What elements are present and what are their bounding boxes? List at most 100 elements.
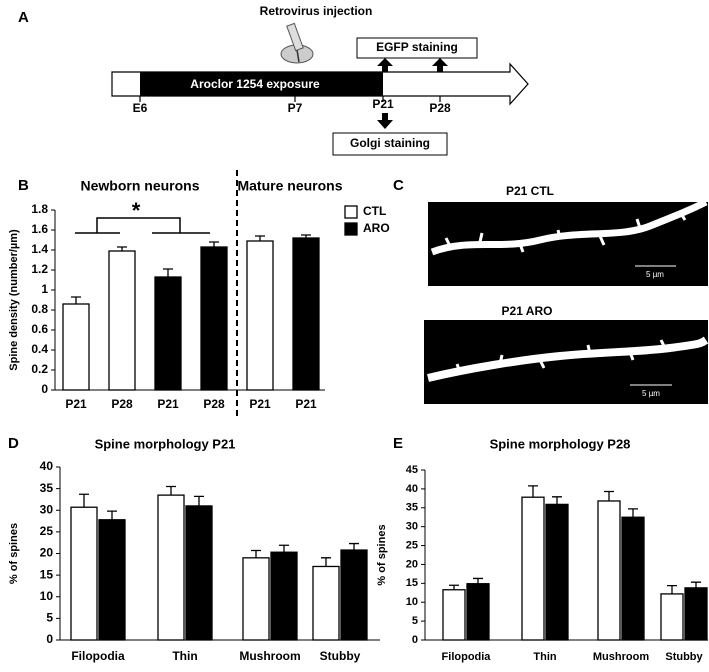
exposure-label: Aroclor 1254 exposure [190, 77, 320, 91]
micrograph [424, 320, 708, 404]
y-tick-label: 1.8 [31, 202, 48, 216]
y-tick-label: 0.6 [31, 322, 48, 336]
y-tick-label: 20 [406, 558, 418, 570]
y-tick-label: 0 [46, 632, 53, 646]
error-bar [71, 296, 81, 304]
error-bar [209, 241, 219, 247]
x-tick-label: Thin [533, 651, 556, 663]
bar [684, 587, 708, 641]
legend-label: ARO [363, 221, 390, 235]
panel-label: B [18, 177, 29, 194]
y-tick-label: 5 [46, 611, 53, 625]
scale-label: 5 µm [642, 389, 660, 398]
bar [185, 505, 213, 641]
stain-arrows [377, 58, 448, 129]
panel-label: D [8, 435, 19, 452]
chart-title: Spine morphology P28 [490, 436, 631, 451]
egfp-box [356, 37, 478, 59]
bar [246, 240, 274, 391]
spines [444, 211, 687, 253]
x-tick-label: P21 [65, 397, 87, 411]
error-bar [321, 557, 331, 567]
bar [545, 503, 569, 641]
bar [621, 516, 645, 641]
bar [200, 246, 228, 391]
bar [98, 519, 126, 641]
y-tick-label: 15 [40, 567, 54, 581]
syringe-icon [280, 22, 314, 64]
bar [466, 583, 490, 641]
timepoint: E6 [133, 101, 148, 115]
error-bar [628, 508, 638, 518]
error-bar [667, 584, 677, 594]
error-bar [117, 246, 127, 251]
image-title: P21 ARO [502, 304, 553, 318]
bar [597, 500, 621, 641]
y-tick-label: 30 [40, 502, 54, 516]
chart-title: Spine morphology P21 [95, 436, 236, 451]
bar [242, 557, 270, 641]
y-tick-label: 40 [40, 459, 54, 473]
y-axis-label: % of spines [376, 524, 388, 585]
y-tick-label: 35 [406, 502, 418, 514]
error-bar [349, 542, 359, 551]
error-bar [552, 496, 562, 505]
x-tick-label: P21 [249, 397, 271, 411]
error-bar [194, 495, 204, 506]
x-tick-label: P21 [157, 397, 179, 411]
y-tick-label: 40 [406, 483, 418, 495]
bar [340, 549, 368, 641]
y-tick-label: 0.8 [31, 302, 48, 316]
legend-swatch [344, 222, 358, 236]
exposure-bar [140, 72, 383, 96]
x-tick-label: Stubby [665, 651, 703, 663]
significance-bracket [75, 217, 210, 234]
bar [521, 496, 545, 641]
dendrite [430, 198, 708, 256]
spines [455, 339, 667, 373]
error-bar [528, 485, 538, 498]
y-tick-label: 0 [412, 634, 418, 646]
y-tick-label: 1.6 [31, 222, 48, 236]
y-tick-label: 0.4 [31, 342, 48, 356]
bar [108, 250, 136, 391]
y-tick-label: 1.4 [31, 242, 48, 256]
bar [270, 551, 298, 641]
error-bar [604, 490, 614, 501]
group-label: Mature neurons [237, 178, 342, 194]
y-tick-label: 0.2 [31, 362, 48, 376]
y-tick-label: 5 [412, 615, 418, 627]
x-tick-label: Mushroom [593, 651, 649, 663]
x-tick-label: P28 [203, 397, 225, 411]
error-bar [301, 234, 311, 238]
significance-label: * [132, 198, 141, 223]
scale-label: 5 µm [646, 270, 664, 279]
y-tick-label: 25 [40, 524, 54, 538]
legend-swatch [344, 205, 358, 219]
error-bar [251, 549, 261, 558]
error-bar [691, 581, 701, 588]
dendrite [427, 336, 709, 382]
bar [660, 593, 684, 641]
error-bar [79, 493, 89, 508]
error-bar [279, 544, 289, 553]
egfp-label: EGFP staining [376, 40, 458, 54]
panel-label: C [393, 177, 404, 194]
x-tick-label: Stubby [320, 649, 361, 663]
timepoint: P21 [372, 97, 394, 111]
legend-label: CTL [363, 204, 386, 218]
bar [157, 494, 185, 641]
error-bar [255, 235, 265, 241]
panel-label: E [393, 435, 403, 452]
error-bar [449, 584, 459, 590]
y-tick-label: 35 [40, 481, 54, 495]
golgi-box [332, 132, 448, 156]
error-bar [163, 268, 173, 277]
y-tick-label: 10 [406, 596, 418, 608]
y-axis-label: Spine density (number/µm) [8, 229, 20, 371]
error-bar [166, 485, 176, 496]
x-tick-label: P28 [111, 397, 133, 411]
group-label: Newborn neurons [80, 178, 199, 194]
y-tick-label: 10 [40, 589, 54, 603]
